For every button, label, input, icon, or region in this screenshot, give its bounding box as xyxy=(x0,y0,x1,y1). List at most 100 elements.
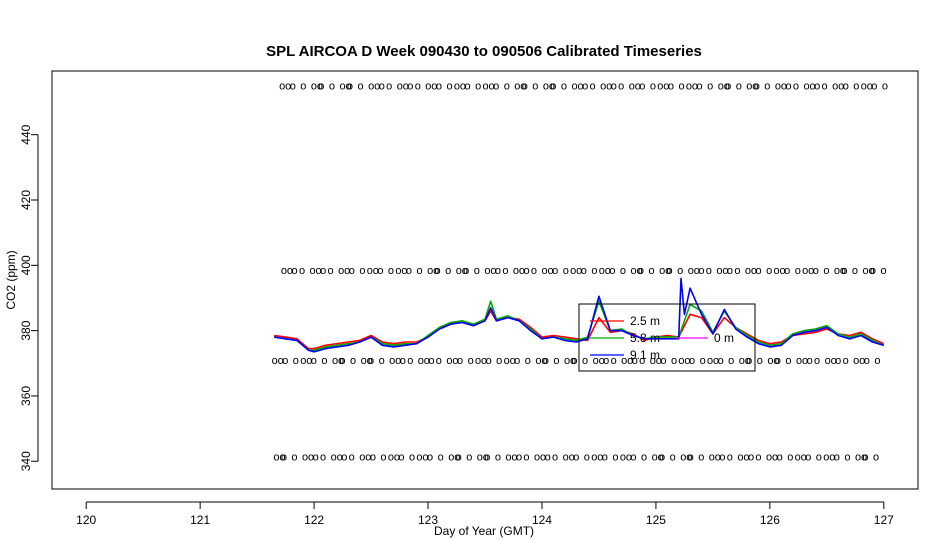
calibration-point: o xyxy=(605,265,611,277)
calibration-point: o xyxy=(774,265,780,277)
calibration-point: o xyxy=(318,81,324,93)
calibration-point: o xyxy=(863,265,869,277)
calibration-point: o xyxy=(713,355,719,367)
calibration-point: o xyxy=(495,265,501,277)
calibration-point: o xyxy=(823,451,829,463)
calibration-point: o xyxy=(302,451,308,463)
calibration-point: o xyxy=(665,265,671,277)
calibration-point: o xyxy=(513,265,519,277)
calibration-point: o xyxy=(484,451,490,463)
calibration-point: o xyxy=(466,451,472,463)
calibration-point: o xyxy=(757,355,763,367)
calibration-point: o xyxy=(677,265,683,277)
calibration-point: o xyxy=(650,81,656,93)
calibration-point: o xyxy=(764,81,770,93)
calibration-point: o xyxy=(349,451,355,463)
calibration-point: o xyxy=(844,451,850,463)
calibration-point: o xyxy=(745,265,751,277)
calibration-point: o xyxy=(736,81,742,93)
calibration-point: o xyxy=(311,355,317,367)
calibration-point: o xyxy=(688,451,694,463)
calibration-point: o xyxy=(374,81,380,93)
calibration-point: o xyxy=(427,451,433,463)
calibration-point: o xyxy=(698,265,704,277)
calibration-point: o xyxy=(754,81,760,93)
calibration-point: o xyxy=(569,451,575,463)
calibration-point: o xyxy=(484,265,490,277)
calibration-point: o xyxy=(727,265,733,277)
calibration-point: o xyxy=(727,451,733,463)
calibration-point: o xyxy=(603,355,609,367)
calibration-point: o xyxy=(359,265,365,277)
calibration-point: o xyxy=(795,451,801,463)
calibration-point: o xyxy=(435,265,441,277)
calibration-point: o xyxy=(671,355,677,367)
calibration-point: o xyxy=(388,451,394,463)
calibration-point: o xyxy=(840,265,846,277)
calibration-point: o xyxy=(606,81,612,93)
calibration-point: o xyxy=(490,265,496,277)
calibration-point: o xyxy=(825,355,831,367)
calibration-point: o xyxy=(752,81,758,93)
calibration-point: o xyxy=(576,265,582,277)
calibration-point: o xyxy=(853,81,859,93)
calibration-point: o xyxy=(418,355,424,367)
calibration-point: o xyxy=(611,355,617,367)
calibration-point: o xyxy=(273,451,279,463)
calibration-point: o xyxy=(401,265,407,277)
calibration-point: o xyxy=(627,355,633,367)
calibration-point: o xyxy=(639,355,645,367)
calibration-point: o xyxy=(660,355,666,367)
calibration-point: o xyxy=(380,451,386,463)
calibration-point: o xyxy=(328,265,334,277)
calibration-point: o xyxy=(543,355,549,367)
calibration-point: o xyxy=(483,81,489,93)
calibration-point: o xyxy=(814,355,820,367)
calibration-point: o xyxy=(802,265,808,277)
calibration-point: o xyxy=(816,451,822,463)
calibration-point: o xyxy=(686,81,692,93)
calibration-point: o xyxy=(678,81,684,93)
calibration-point: o xyxy=(347,81,353,93)
calibration-point: o xyxy=(337,451,343,463)
calibration-point: o xyxy=(448,451,454,463)
calibration-point: o xyxy=(511,451,517,463)
calibration-point: o xyxy=(785,355,791,367)
calibration-point: o xyxy=(582,81,588,93)
calibration-point: o xyxy=(573,451,579,463)
calibration-point: o xyxy=(722,265,728,277)
calibration-point: o xyxy=(394,451,400,463)
calibration-point: o xyxy=(841,265,847,277)
calibration-point: o xyxy=(599,355,605,367)
calibration-point: o xyxy=(739,355,745,367)
calibration-point: o xyxy=(468,355,474,367)
calibration-point: o xyxy=(272,355,278,367)
calibration-point: o xyxy=(377,265,383,277)
calibration-point: o xyxy=(460,81,466,93)
calibration-point: o xyxy=(344,265,350,277)
calibration-point: o xyxy=(629,81,635,93)
calibration-point: o xyxy=(524,265,530,277)
calibration-point: o xyxy=(852,265,858,277)
calibration-point: o xyxy=(433,265,439,277)
calibration-point: o xyxy=(718,355,724,367)
calibration-point: o xyxy=(637,265,643,277)
calibration-point: o xyxy=(475,355,481,367)
calibration-point: o xyxy=(287,265,293,277)
calibration-point: o xyxy=(766,451,772,463)
calibration-point: o xyxy=(571,355,577,367)
calibration-point: o xyxy=(454,81,460,93)
calibration-point: o xyxy=(493,81,499,93)
legend-label: 0 m xyxy=(714,331,734,345)
calibration-point: o xyxy=(496,355,502,367)
calibration-point: o xyxy=(549,81,555,93)
calibration-point: o xyxy=(416,451,422,463)
calibration-point: o xyxy=(572,81,578,93)
calibration-point: o xyxy=(597,451,603,463)
calibration-point: o xyxy=(299,265,305,277)
y-tick-label: 440 xyxy=(19,124,33,144)
series-lines xyxy=(274,277,885,353)
calibration-point: o xyxy=(463,265,469,277)
calibration-point: o xyxy=(635,81,641,93)
